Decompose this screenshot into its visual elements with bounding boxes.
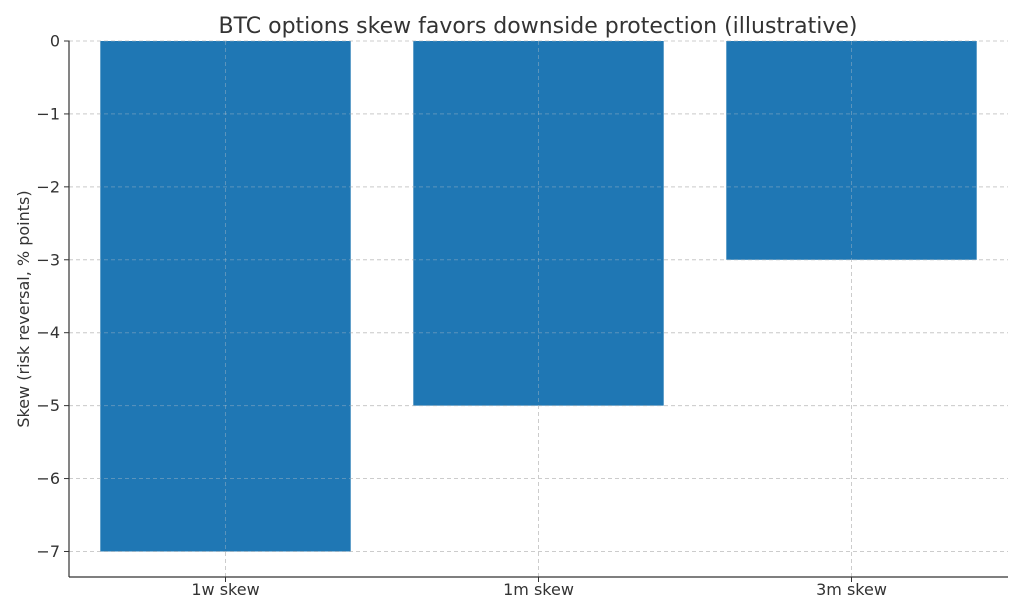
y-tick-label: −4 xyxy=(36,323,60,342)
bars xyxy=(69,40,1008,577)
y-tick-label: −3 xyxy=(36,250,60,269)
axes xyxy=(64,40,1008,582)
x-tick-label: 3m skew xyxy=(816,580,887,599)
y-tick-label: −6 xyxy=(36,469,60,488)
y-axis-label: Skew (risk reversal, % points) xyxy=(14,190,33,427)
chart-title: BTC options skew favors downside protect… xyxy=(219,14,858,39)
y-tick-label: 0 xyxy=(50,32,60,51)
y-tick-label: −7 xyxy=(36,542,60,561)
y-tick-label: −1 xyxy=(36,104,60,123)
tick-labels: 0 −1 −2 −3 −4 −5 −6 −7 1w skew 1m skew 3m skew xyxy=(36,32,887,600)
y-tick-label: −5 xyxy=(36,396,60,415)
bar-3m-skew xyxy=(726,41,977,260)
x-tick-label: 1w skew xyxy=(191,580,259,599)
x-tick-label: 1m skew xyxy=(503,580,574,599)
bar-1w-skew xyxy=(100,41,351,552)
bar-1m-skew xyxy=(413,41,664,406)
y-tick-label: −2 xyxy=(36,177,60,196)
